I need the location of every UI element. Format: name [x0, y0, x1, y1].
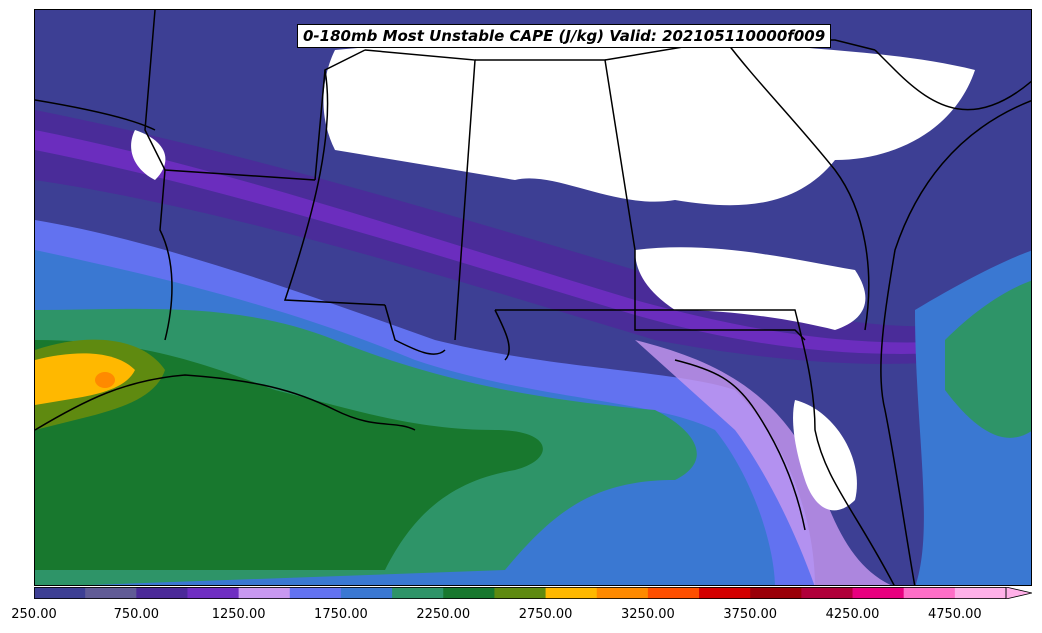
colorbar-swatch	[801, 587, 854, 599]
colorbar-tick-label: 2750.00	[518, 607, 573, 622]
missing-data-north	[323, 40, 975, 206]
colorbar-tick-label: 2250.00	[416, 607, 471, 622]
colorbar-swatch	[340, 587, 393, 599]
colorbar-tick-label: 4250.00	[825, 607, 880, 622]
cape-field-2250	[35, 340, 543, 570]
cape-field-1000	[35, 110, 1031, 364]
colorbar-swatch	[85, 587, 137, 599]
colorbar-swatch	[852, 587, 905, 599]
colorbar-swatch	[954, 587, 1007, 599]
colorbar-tick-label: 1750.00	[314, 607, 368, 622]
colorbar-swatch	[238, 587, 291, 599]
colorbar-swatch	[596, 587, 649, 599]
colorbar	[34, 587, 1032, 599]
colorbar-swatch	[34, 587, 86, 599]
colorbar-tick-label: 250.00	[11, 607, 57, 622]
colorbar-swatch	[750, 587, 802, 599]
colorbar-swatch	[545, 587, 598, 599]
map-panel: 0-180mb Most Unstable CAPE (J/kg) Valid:…	[34, 9, 1032, 586]
colorbar-swatch	[903, 587, 956, 599]
cape-field-1250-band	[635, 340, 891, 585]
colorbar-swatch	[289, 587, 342, 599]
colorbar-swatch	[494, 587, 547, 599]
colorbar-swatch	[699, 587, 751, 599]
missing-data-florida	[793, 400, 857, 511]
colorbar-swatch	[392, 587, 444, 599]
cape-field-3000	[95, 372, 115, 388]
colorbar-outline	[34, 587, 1007, 599]
cape-field-atlantic-2000	[945, 280, 1031, 438]
missing-data-patch	[131, 130, 166, 180]
colorbar-swatch	[443, 587, 495, 599]
colorbar-swatch	[647, 587, 700, 599]
colorbar-tick-label: 3750.00	[723, 607, 778, 622]
colorbar-extend-arrow	[1005, 587, 1032, 599]
colorbar-tick-label: 1250.00	[211, 607, 266, 622]
cape-contour-map	[35, 10, 1031, 585]
colorbar-tick-label: 4750.00	[927, 607, 982, 622]
colorbar-swatch	[187, 587, 240, 599]
cape-field-2750	[35, 353, 135, 405]
colorbar-tick-label: 3250.00	[621, 607, 675, 622]
colorbar-tick-label: 750.00	[113, 607, 160, 622]
colorbar-swatch	[136, 587, 188, 599]
chart-title: 0-180mb Most Unstable CAPE (J/kg) Valid:…	[297, 24, 832, 48]
